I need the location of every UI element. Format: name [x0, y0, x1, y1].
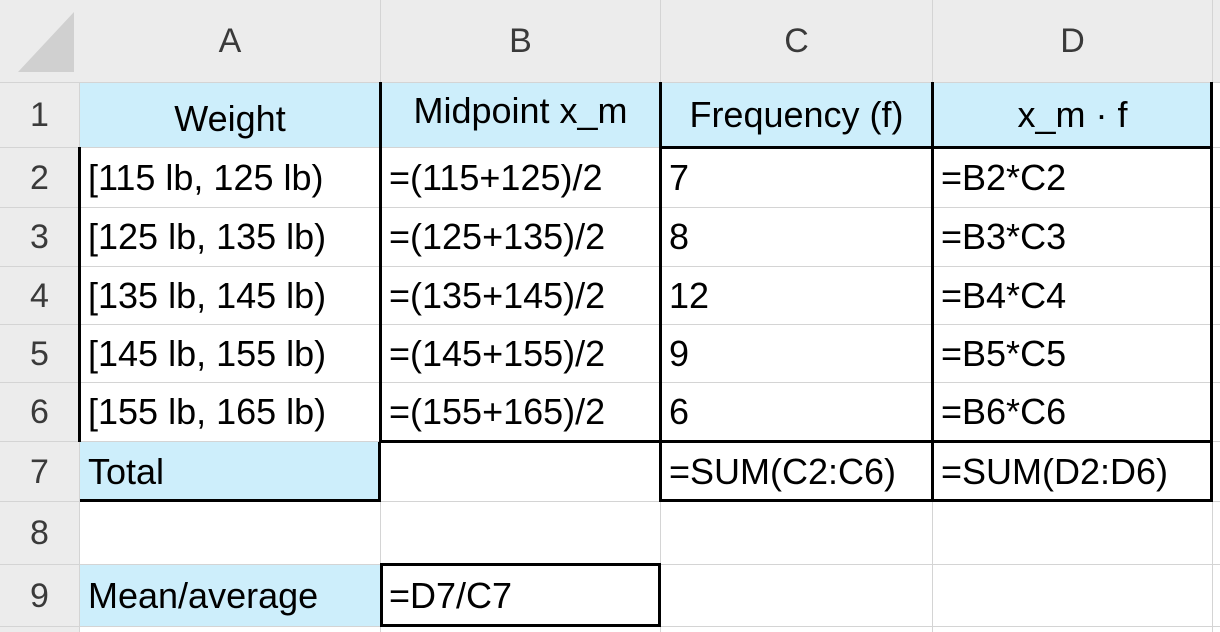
cell-b9[interactable]: =D7/C7	[389, 574, 513, 616]
cell-b1[interactable]: Midpoint x_m	[381, 83, 660, 147]
cell-a4[interactable]: [135 lb, 145 lb)	[88, 274, 327, 316]
cell-a9[interactable]: Mean/average	[80, 565, 380, 626]
cell-b5[interactable]: =(145+155)/2	[389, 332, 606, 374]
gridline	[0, 324, 1220, 325]
cell-d3[interactable]: =B3*C3	[941, 216, 1067, 257]
select-all-triangle-icon	[18, 12, 74, 72]
select-all-corner[interactable]	[0, 0, 80, 82]
cell-a3[interactable]: [125 lb, 135 lb)	[88, 216, 327, 257]
cell-b3[interactable]: =(125+135)/2	[389, 216, 606, 257]
cell-border	[379, 82, 382, 442]
cell-a2[interactable]: [115 lb, 125 lb)	[88, 156, 324, 198]
cell-d7[interactable]: =SUM(D2:D6)	[941, 450, 1169, 492]
column-header-d[interactable]: D	[933, 0, 1212, 82]
gridline	[0, 501, 1220, 502]
cell-c7[interactable]: =SUM(C2:C6)	[669, 450, 897, 492]
cell-border	[380, 440, 1213, 443]
cell-a6[interactable]: [155 lb, 165 lb)	[88, 391, 327, 432]
cell-c6[interactable]: 6	[669, 391, 690, 432]
cell-b4[interactable]: =(135+145)/2	[389, 274, 606, 316]
row-header-3[interactable]: 3	[0, 208, 79, 266]
cell-c5[interactable]: 9	[669, 332, 690, 374]
gridline	[0, 266, 1220, 267]
column-header-c[interactable]: C	[661, 0, 932, 82]
gridline	[0, 207, 1220, 208]
cell-b7[interactable]	[381, 442, 660, 501]
cell-border	[1210, 82, 1213, 502]
cell-c2[interactable]: 7	[669, 156, 690, 198]
cell-d2[interactable]: =B2*C2	[941, 156, 1067, 198]
row-header-9[interactable]: 9	[0, 565, 79, 626]
cell-border	[660, 146, 1213, 149]
cell-a1[interactable]: Weight	[80, 83, 380, 147]
gridline	[0, 147, 1220, 148]
cell-b2[interactable]: =(115+125)/2	[389, 156, 603, 198]
cell-d1[interactable]: x_m · f	[933, 83, 1212, 147]
row-header-4[interactable]: 4	[0, 267, 79, 324]
cell-border	[378, 442, 381, 502]
cell-c3[interactable]: 8	[669, 216, 690, 257]
cell-d4[interactable]: =B4*C4	[941, 274, 1067, 316]
row-header-1[interactable]: 1	[0, 83, 79, 147]
cell-border	[931, 82, 934, 502]
cell-c1[interactable]: Frequency (f)	[661, 83, 932, 147]
cell-border	[660, 499, 1213, 502]
cell-a5[interactable]: [145 lb, 155 lb)	[88, 332, 327, 374]
cell-b6[interactable]: =(155+165)/2	[389, 391, 606, 432]
cell-border	[659, 82, 662, 502]
row-header-10[interactable]	[0, 627, 79, 632]
row-header-6[interactable]: 6	[0, 383, 79, 441]
row-header-2[interactable]: 2	[0, 148, 79, 207]
row-header-8[interactable]: 8	[0, 502, 79, 564]
row-header-5[interactable]: 5	[0, 325, 79, 382]
cell-border	[78, 147, 81, 442]
gridline	[0, 82, 1220, 83]
cell-border	[80, 499, 380, 502]
cell-a7[interactable]: Total	[80, 442, 380, 501]
row-header-7[interactable]: 7	[0, 442, 79, 501]
column-header-a[interactable]: A	[80, 0, 380, 82]
column-header-e[interactable]	[1213, 0, 1220, 82]
gridline	[0, 626, 1220, 627]
cell-d5[interactable]: =B5*C5	[941, 332, 1067, 374]
cell-d6[interactable]: =B6*C6	[941, 391, 1067, 432]
gridline	[0, 382, 1220, 383]
column-header-b[interactable]: B	[381, 0, 660, 82]
cell-c4[interactable]: 12	[669, 274, 710, 316]
